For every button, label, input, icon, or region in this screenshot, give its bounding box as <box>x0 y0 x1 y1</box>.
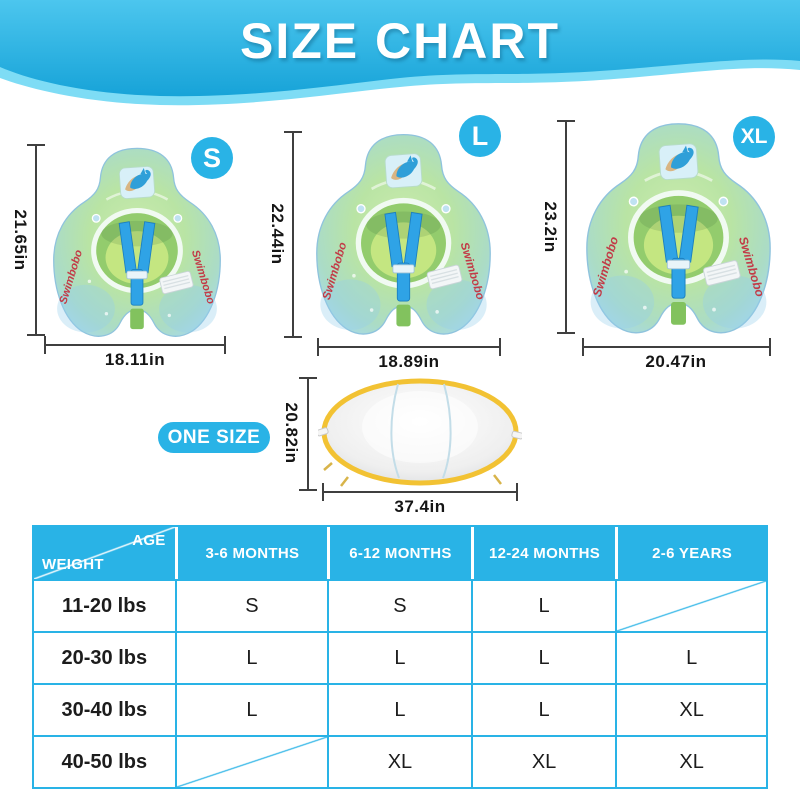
size-badge-s: S <box>191 137 233 179</box>
corner-weight-label: WEIGHT <box>42 556 104 573</box>
size-table-header-row: AGE WEIGHT 3-6 MONTHS 6-12 MONTHS 12-24 … <box>34 527 766 579</box>
weight-cell: 20-30 lbs <box>34 631 175 683</box>
width-dimension-label-l: 18.89in <box>378 352 440 371</box>
size-badge-xl: XL <box>733 116 775 158</box>
col-header-3-6-months: 3-6 MONTHS <box>174 527 328 579</box>
weight-cell: 40-50 lbs <box>34 735 175 787</box>
header-wave-banner <box>0 0 800 106</box>
height-dimension-label-s: 21.65in <box>11 209 30 271</box>
swim-float-image-l <box>315 131 492 339</box>
width-dimension-line-canopy <box>322 483 518 501</box>
size-cell: XL <box>615 735 766 787</box>
table-row: 20-30 lbs L L L L <box>34 631 766 683</box>
height-dimension-label-l: 22.44in <box>268 203 287 265</box>
table-row: 30-40 lbs L L L XL <box>34 683 766 735</box>
table-row: 40-50 lbs XL XL XL <box>34 735 766 787</box>
swim-float-image-s <box>52 145 222 341</box>
size-badge-l: L <box>459 115 501 157</box>
col-header-2-6-years: 2-6 YEARS <box>615 527 766 579</box>
size-table: AGE WEIGHT 3-6 MONTHS 6-12 MONTHS 12-24 … <box>32 525 768 789</box>
size-cell: L <box>174 631 328 683</box>
height-dimension-label-xl: 23.2in <box>541 201 560 253</box>
height-dimension-line-canopy <box>299 377 317 491</box>
corner-header-cell: AGE WEIGHT <box>34 527 175 579</box>
col-header-12-24-months: 12-24 MONTHS <box>470 527 616 579</box>
size-cell: L <box>327 631 471 683</box>
size-cell: L <box>615 631 766 683</box>
size-cell: XL <box>327 735 471 787</box>
width-dimension-line-s <box>44 336 226 354</box>
page-title: SIZE CHART <box>240 13 560 69</box>
size-cell: L <box>470 683 616 735</box>
width-dimension-line-l <box>317 338 501 356</box>
corner-age-label: AGE <box>132 532 166 549</box>
size-cell: L <box>327 683 471 735</box>
one-size-badge: ONE SIZE <box>158 422 270 453</box>
width-dimension-label-xl: 20.47in <box>645 352 707 371</box>
size-cell: L <box>470 631 616 683</box>
empty-diagonal-cell <box>615 579 766 631</box>
canopy-image <box>318 378 522 487</box>
size-cell: S <box>174 579 328 631</box>
size-cell: S <box>327 579 471 631</box>
size-cell: L <box>470 579 616 631</box>
width-dimension-line-xl <box>582 338 771 356</box>
height-dimension-label-canopy: 20.82in <box>282 402 301 464</box>
width-dimension-label-s: 18.11in <box>104 350 166 369</box>
col-header-6-12-months: 6-12 MONTHS <box>327 527 471 579</box>
empty-diagonal-cell <box>174 735 328 787</box>
weight-cell: 11-20 lbs <box>34 579 175 631</box>
width-dimension-label-canopy: 37.4in <box>394 497 446 516</box>
weight-cell: 30-40 lbs <box>34 683 175 735</box>
height-dimension-line-xl <box>557 120 575 334</box>
size-cell: L <box>174 683 328 735</box>
table-row: 11-20 lbs S S L <box>34 579 766 631</box>
height-dimension-line-s <box>27 144 45 336</box>
height-dimension-line-l <box>284 131 302 338</box>
size-cell: XL <box>470 735 616 787</box>
size-cell: XL <box>615 683 766 735</box>
